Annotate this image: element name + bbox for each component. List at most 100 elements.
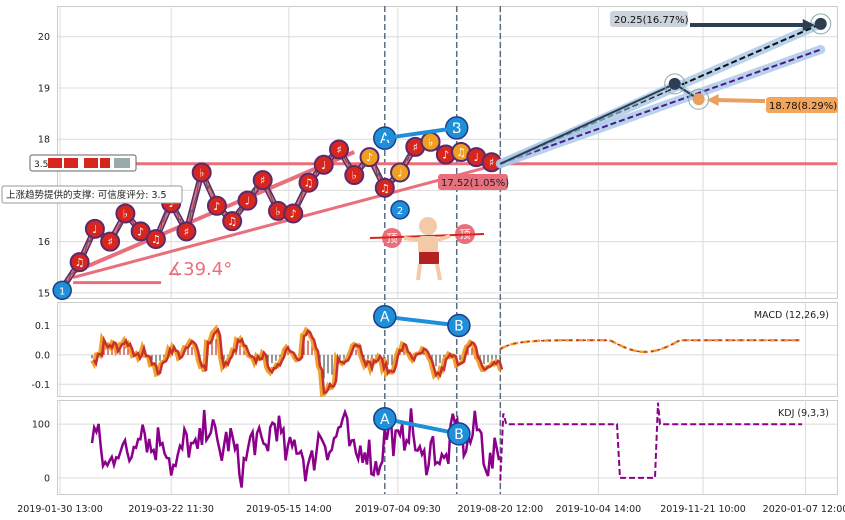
forecast-node [668,77,681,90]
macd-y-tick-label: 0.0 [35,350,50,361]
note-marker-glyph: ♫ [151,233,161,246]
note-marker-circle [390,162,411,183]
kdj-layer: AB [90,402,802,488]
ab-connector [384,125,458,141]
lower-target-box: 18.78(8.29%) [766,97,838,113]
lower-target-label: 18.78(8.29%) [769,101,837,112]
macd-y-tick-label: 0.1 [35,321,50,332]
grid [58,6,837,494]
note-marker-circle [329,139,350,160]
wave-point-2: 2 [390,200,410,220]
kdj-divergence-a: A [373,407,397,431]
x-tick-label: 2019-05-15 14:00 [246,504,332,515]
price-y-tick-label: 15 [38,288,50,299]
score-square [100,158,110,168]
price-y-tick-label: 18 [38,135,50,146]
note-marker-glyph: ♭ [352,169,357,182]
note-marker: ♭ [115,203,136,224]
wave-point-1: 1 [52,280,72,301]
upper-target-box: 20.25(16.77%) [610,11,689,27]
score-box: 3.5 [29,154,137,172]
note-marker-glyph: ♯ [184,225,189,238]
note-marker-circle [145,229,166,250]
note-marker-circle [69,252,90,273]
wave-point-circle [52,280,72,301]
note-marker: ♪ [435,144,456,165]
wave-point-circle [390,200,410,220]
macd-divergence-circle [373,304,397,329]
x-tick-label: 2019-03-22 11:30 [128,504,214,515]
note-marker-glyph: ♪ [442,149,449,162]
note-marker-circle [374,177,395,198]
note-marker: ♯ [100,231,121,252]
kdj-divergence-label: A [380,412,390,428]
note-marker-glyph: ♯ [107,236,112,249]
x-tick-label: 2019-07-04 09:30 [355,504,441,515]
macd-ab-connector [384,314,460,328]
macd-forecast-line [499,339,801,353]
note-marker: ♯ [176,221,197,242]
score-square [84,158,98,168]
note-marker-circle [176,221,197,242]
forecast-node [814,17,827,30]
note-marker: ♪ [206,195,227,216]
kdj-line [90,408,501,488]
note-marker: ♯ [329,139,350,160]
note-marker: ♫ [374,177,395,198]
lower-arrow-head [706,94,719,106]
kdj-divergence-circle [373,407,397,431]
note-marker-glyph: ♭ [123,207,128,220]
forecast-line-lower [499,48,822,165]
note-marker-glyph: ♪ [137,225,144,238]
note-marker-glyph: ♭ [199,166,204,179]
note-marker-glyph: ♯ [413,141,418,154]
note-marker-glyph: ♭ [275,205,280,218]
note-marker: ♪ [359,147,380,168]
kdj-y-tick-label: 0 [44,473,50,484]
note-marker: ♩ [84,218,105,239]
note-marker: ♩ [237,190,258,211]
note-marker-glyph: ♫ [75,256,85,269]
note-marker-glyph: ♩ [397,166,402,179]
note-marker-glyph: ♪ [290,207,297,220]
note-marker: ♫ [298,172,319,193]
note-marker: ♫ [69,252,90,273]
angle-label: ∡39.4° [167,259,232,280]
wave-point-label: 2 [397,206,403,217]
current-price-box: 17.52(1.05%) [438,174,509,190]
note-marker: ♩ [313,154,334,175]
kdj-panel [57,400,838,495]
note-marker: ♯ [252,170,273,191]
note-marker-circle [252,170,273,191]
kdj-divergence-label: B [454,427,464,443]
note-marker-glyph: ♫ [456,146,466,159]
note-marker: ♭ [420,131,441,152]
macd-divergence-circle [447,313,471,338]
note-marker-glyph: ♯ [489,156,494,169]
upper-arrow-head [802,19,815,31]
lower-arrow-shaft [714,98,766,103]
note-marker-circle [359,147,380,168]
note-marker-circle [191,162,212,183]
note-marker-circle [237,190,258,211]
macd-divergence-label: B [454,319,464,335]
note-marker-circle [344,165,365,186]
note-marker-circle [313,154,334,175]
support-note-box: 上涨趋势提供的支撑: 可信度评分: 3.5 [1,185,183,204]
kdj-divergence-b: B [447,422,471,446]
support-note: 上涨趋势提供的支撑: 可信度评分: 3.5 [6,189,167,201]
x-tick-label: 2019-01-30 13:00 [17,504,103,515]
kdj-y-tick-label: 100 [32,420,50,431]
note-marker-glyph: ♩ [245,195,250,208]
forecast-node-ring [664,73,686,95]
note-marker: ♫ [222,211,243,232]
price-y-tick-label: 20 [38,32,50,43]
note-marker-glyph: ♫ [304,177,314,190]
note-marker: ♫ [145,229,166,250]
note-marker-circle [206,195,227,216]
note-marker-glyph: ♩ [92,223,97,236]
upper-target-label: 20.25(16.77%) [614,15,689,26]
macd-divergence-label: A [380,310,390,326]
note-marker: ♭ [191,162,212,183]
note-marker-glyph: ♯ [336,143,341,156]
